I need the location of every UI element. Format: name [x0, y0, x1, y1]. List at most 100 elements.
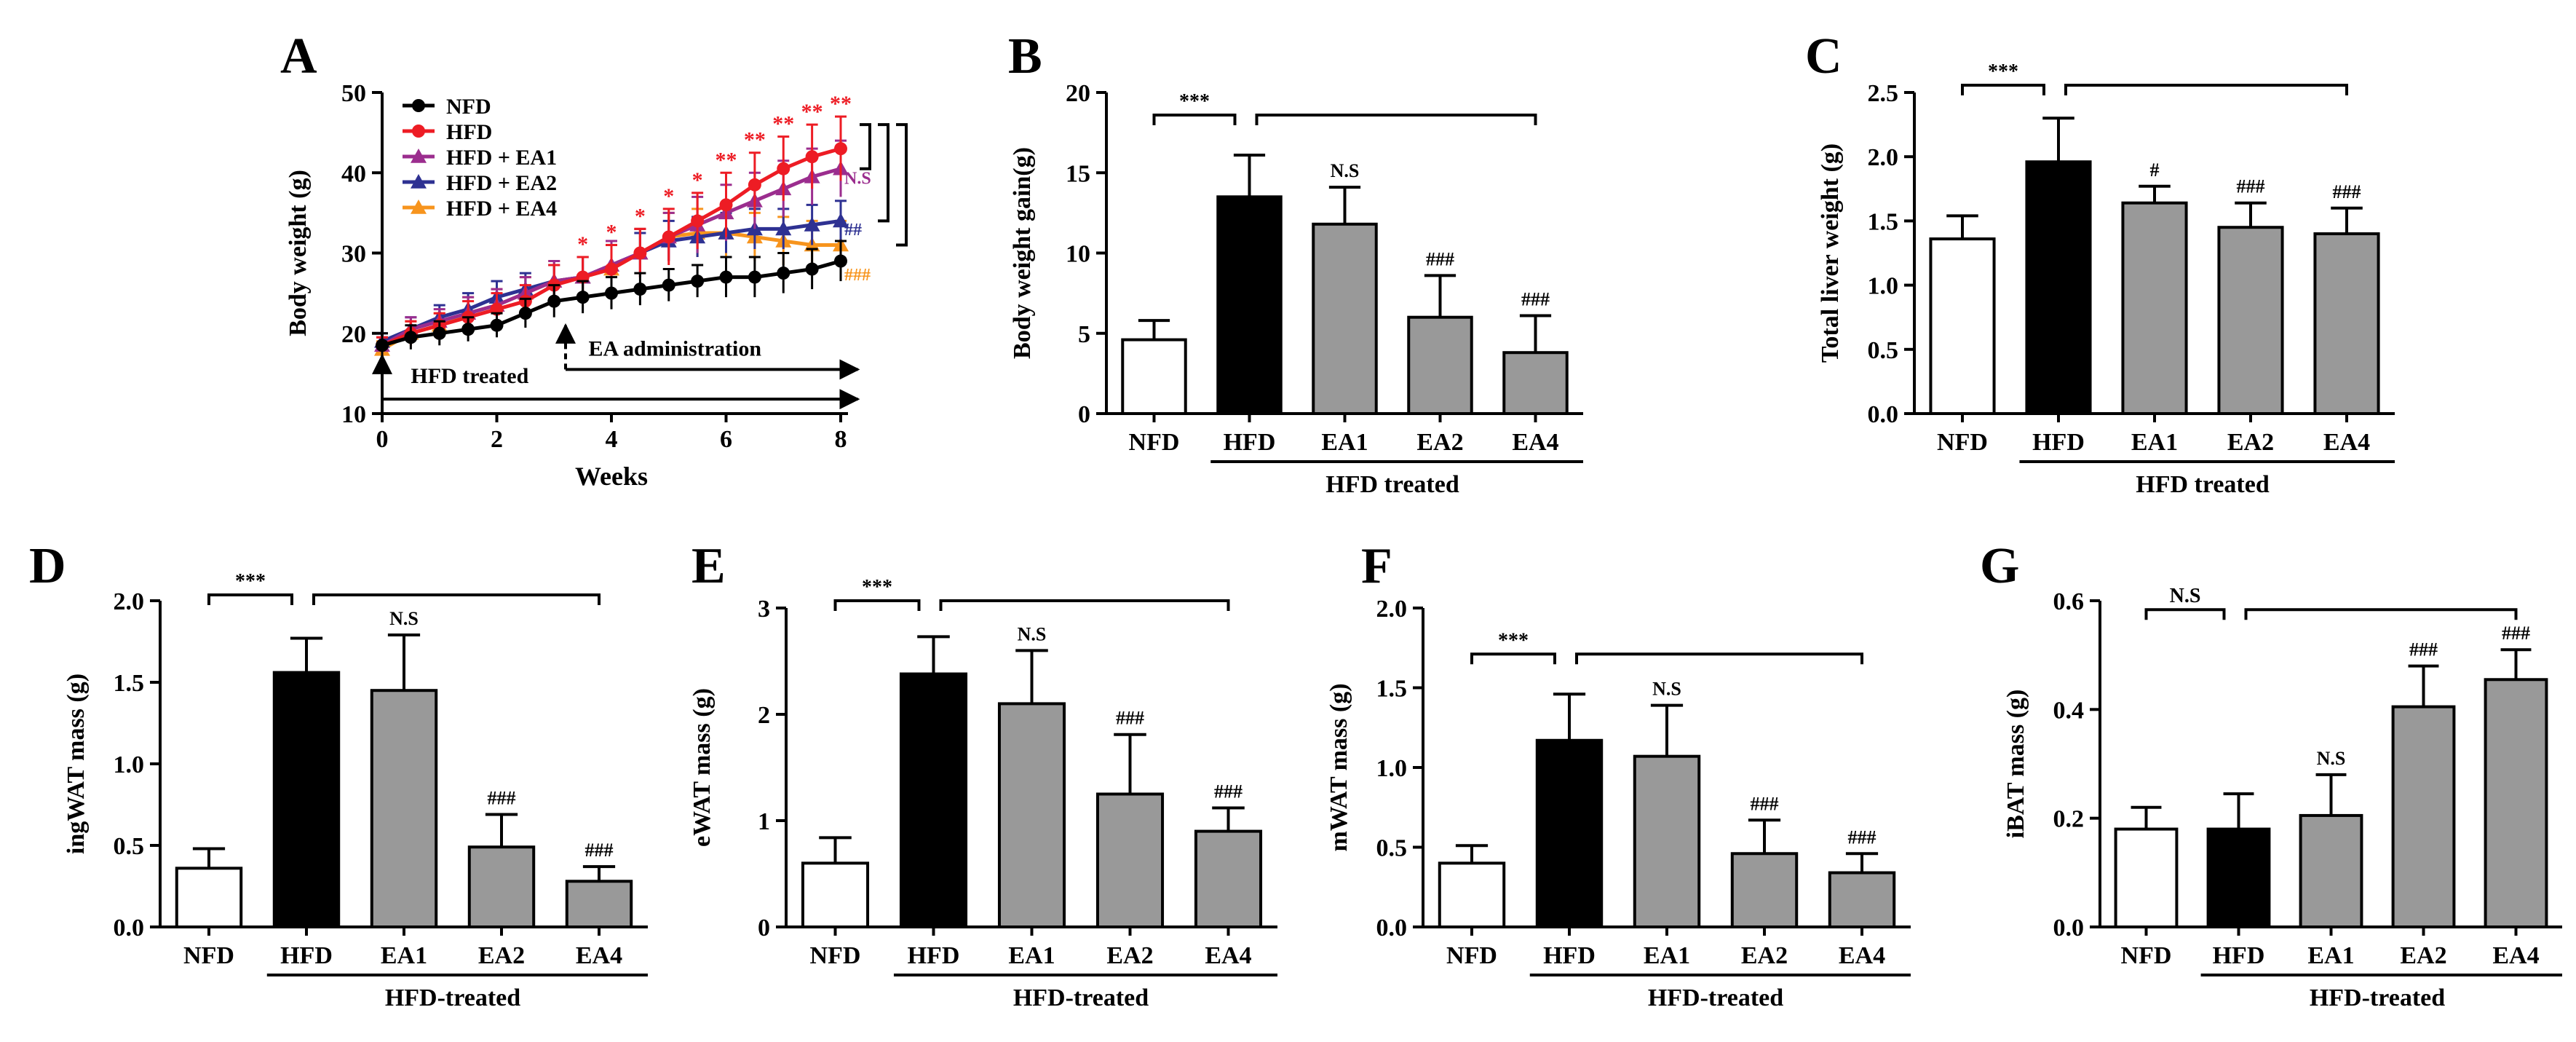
significance-star: ** — [801, 100, 823, 124]
significance-label: N.S — [1331, 160, 1360, 181]
data-point — [719, 198, 733, 212]
panel-letter: G — [1980, 538, 2019, 594]
bar-ea4 — [2484, 678, 2548, 928]
significance-label: ### — [2333, 181, 2361, 202]
x-tick-label: EA4 — [1839, 942, 1885, 969]
data-point — [633, 283, 647, 296]
bar-ea4 — [1502, 351, 1569, 415]
comparison-bracket-nfd-hfd — [833, 599, 921, 611]
y-tick-label: 3 — [758, 596, 770, 623]
significance-label: ### — [1521, 288, 1550, 309]
legend-label: NFD — [446, 95, 491, 119]
panel-letter: E — [691, 538, 726, 594]
bar-ea2 — [467, 845, 536, 928]
y-tick-label: 2.0 — [1868, 144, 1899, 171]
data-point — [777, 162, 790, 175]
bar-ea1 — [370, 689, 438, 928]
x-tick-label: EA1 — [2131, 429, 2178, 456]
legend-marker — [412, 99, 425, 112]
bar-nfd — [1438, 861, 1506, 929]
group-label: HFD-treated — [385, 984, 520, 1011]
bar-nfd — [801, 861, 870, 929]
x-tick-label: EA1 — [1321, 429, 1368, 456]
panel-d: D 0.0 0.5 1.0 1.5 2.0 ingWAT mass (g) NFD HFD EA1… — [29, 538, 648, 1011]
data-point — [432, 326, 446, 340]
data-point — [461, 323, 475, 336]
y-tick-label: 0.5 — [1868, 337, 1899, 364]
bar-nfd — [1121, 338, 1187, 416]
bar-nfd — [175, 867, 243, 928]
legend-item-nfd: NFD — [403, 95, 491, 119]
x-tick-label: HFD — [2213, 942, 2265, 969]
comparison-bracket — [878, 123, 889, 223]
legend-marker — [412, 125, 425, 138]
data-point — [490, 318, 504, 332]
y-tick-label: 2.0 — [1376, 596, 1408, 623]
comparison-bracket — [896, 123, 908, 247]
bar-hfd — [2206, 827, 2271, 928]
bracket-label-ea1: N.S — [844, 170, 871, 189]
data-point — [775, 221, 792, 236]
y-tick-label: 1.5 — [1376, 676, 1408, 703]
panel-c: C 0.0 0.5 1.0 1.5 2.0 2.5 Total liver weight (g… — [1805, 28, 2395, 498]
y-tick-label: 0 — [1078, 401, 1090, 428]
x-tick-label: EA1 — [381, 942, 427, 969]
comparison-bracket-nfd-hfd — [1470, 652, 1556, 665]
significance-label: ### — [1751, 793, 1779, 814]
comparison-bracket-label: *** — [1179, 90, 1210, 113]
legend-label: HFD — [446, 120, 492, 144]
ea-administration-label: EA administration — [589, 337, 762, 361]
x-tick-label: EA2 — [1106, 942, 1153, 969]
panel-letter: A — [280, 28, 317, 84]
significance-star: * — [663, 184, 674, 208]
significance-label: N.S — [1652, 679, 1681, 700]
data-point — [834, 254, 847, 268]
bar-ea1 — [997, 702, 1066, 929]
x-tick-label: HFD — [280, 942, 333, 969]
x-tick-label: EA2 — [478, 942, 525, 969]
bar-ea4 — [2313, 232, 2380, 416]
comparison-bracket-label: *** — [1988, 60, 2018, 83]
y-axis-title: Body weight gain(g) — [1009, 147, 1036, 359]
comparison-bracket-nfd-hfd — [207, 593, 293, 606]
y-tick-label: 0.5 — [1376, 835, 1408, 862]
data-point — [691, 275, 705, 288]
legend-item-hfd-ea4: HFD + EA4 — [403, 197, 557, 221]
legend-item-hfd-ea2: HFD + EA2 — [403, 171, 557, 195]
significance-label: N.S — [1018, 623, 1047, 644]
bar-ea2 — [1095, 792, 1165, 928]
x-tick-label: HFD — [908, 942, 960, 969]
y-axis-title: Body weight (g) — [285, 170, 312, 336]
y-tick-label: 20 — [341, 321, 366, 348]
significance-star: ** — [744, 128, 766, 152]
y-tick-label: 0.5 — [114, 833, 145, 860]
significance-label: N.S — [2317, 748, 2346, 769]
y-tick-label: 30 — [341, 241, 366, 268]
legend-item-hfd: HFD — [403, 120, 492, 144]
y-tick-label: 0.2 — [2053, 806, 2085, 833]
x-tick-label: EA4 — [576, 942, 622, 969]
y-axis-title: eWAT mass (g) — [689, 688, 716, 847]
data-point — [748, 270, 761, 284]
bar-ea1 — [1312, 222, 1378, 415]
y-tick-label: 1.5 — [1868, 208, 1899, 235]
comparison-bracket-nfd-hfd — [2144, 608, 2226, 620]
hfd-treated-label: HFD treated — [411, 364, 528, 388]
comparison-bracket-nfd-hfd — [1152, 113, 1237, 125]
y-tick-label: 2.5 — [1868, 80, 1899, 107]
x-tick-label: 4 — [606, 426, 618, 453]
group-label: HFD-treated — [2310, 984, 2445, 1011]
bar-ea2 — [1407, 315, 1473, 416]
data-point — [833, 213, 849, 228]
panel-letter: D — [29, 538, 66, 594]
significance-star: ** — [772, 112, 794, 136]
x-axis-title: Weeks — [575, 462, 648, 491]
y-tick-label: 0.0 — [2053, 915, 2085, 942]
bar-nfd — [1929, 237, 1996, 416]
legend-marker — [411, 200, 427, 214]
significance-star: * — [577, 232, 588, 256]
comparison-bracket — [860, 123, 871, 170]
bar-ea2 — [2217, 226, 2284, 415]
significance-label: # — [2150, 159, 2160, 181]
